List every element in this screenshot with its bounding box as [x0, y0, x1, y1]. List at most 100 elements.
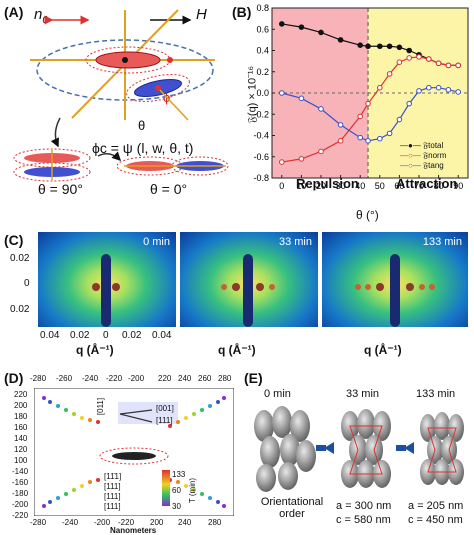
d-ytick-1: 200: [14, 401, 28, 410]
series-1-point-10: [416, 54, 422, 60]
c-xlabel-1: q (Å⁻¹): [218, 343, 256, 357]
d-top-tick-4: -200: [128, 374, 145, 383]
d-bottom-tick-2: -200: [94, 518, 111, 527]
series-2-point-1: [298, 95, 305, 102]
d-bottom-tick-1: -240: [62, 518, 79, 527]
ytick-label-4: 0.0: [256, 88, 269, 98]
ytick-label-0: 0.8: [256, 3, 269, 13]
d-bottom-tick-6: 240: [178, 518, 192, 527]
series-1-point-7: [386, 71, 393, 77]
c-ytick-2: 0.02: [10, 304, 30, 315]
saxs-pattern-133min: 133 min: [322, 232, 468, 327]
c-ytick-1: 0: [24, 278, 30, 289]
panel-b-label: (B): [232, 4, 252, 20]
angle-force-chart: 0.8 0.6 0.4 0.2 0.0 -0.2 -0.4 -0.6 -0.8 0 10 20 30 40…: [253, 3, 469, 191]
ytick-label-6: -0.4: [253, 131, 269, 141]
c-xtick-a2: 0: [103, 330, 109, 341]
c-xlabel-0: q (Å⁻¹): [76, 343, 114, 357]
series-0-point-4: [357, 42, 363, 48]
b-ylabel: 𝔉(q) × 10⁻¹⁶: [246, 65, 259, 124]
e-caption-1a: a = 300 nm: [336, 500, 392, 512]
series-1-point-1: [298, 156, 305, 162]
stack-133min: [420, 412, 464, 485]
d-top-tick-6: 220: [158, 374, 172, 383]
d-bottom-tick-0: -280: [30, 518, 47, 527]
panel-e-label: (E): [244, 370, 263, 386]
e-caption-0: Orientational order: [260, 496, 324, 520]
series-0-point-6: [377, 43, 383, 50]
d-ytick-6: 100: [14, 456, 28, 465]
e-caption-2a: a = 205 nm: [408, 500, 464, 512]
series-1-point-9: [406, 55, 412, 61]
d-top-tick-3: -220: [106, 374, 123, 383]
ytick-label-1: 0.6: [256, 24, 269, 34]
attraction-label: Attraction: [396, 176, 458, 191]
stack-0min: [254, 406, 316, 492]
series-1-point-3: [337, 138, 344, 144]
e-caption-1c: c = 580 nm: [336, 514, 391, 526]
series-2-point-10: [416, 88, 422, 94]
d-ytick-11: -220: [12, 511, 29, 520]
panel-a-label: (A): [4, 4, 24, 20]
xtick-label-1: 10: [296, 181, 306, 191]
d-ytick-0: 220: [14, 390, 28, 399]
panel-d-label: (D): [4, 370, 24, 386]
legend-tang: —○— 𝔉tang: [400, 161, 444, 170]
series-1-point-2: [318, 148, 324, 155]
lattice-plot: [34, 388, 234, 516]
panel-d: (D) -280 -260 -240 -220 -200 220 240 260…: [0, 366, 238, 535]
c-xlabel-2: q (Å⁻¹): [364, 343, 402, 357]
series-2-point-4: [357, 134, 363, 141]
d-legend-3: [111]: [104, 502, 121, 511]
series-2-point-2: [318, 106, 324, 112]
stack-33min: [341, 409, 391, 488]
d-ytick-2: 180: [14, 412, 28, 421]
theta0-label: θ = 0°: [150, 181, 188, 197]
cbar-60: 60: [172, 486, 181, 495]
panel-c-label: (C): [4, 232, 24, 248]
series-2-point-11: [426, 84, 432, 91]
legend-total: —●— 𝔉total: [400, 141, 444, 150]
panel-a: (A) n0 H ϕ θ ϕc = ψ (l, w, θ, t) θ = 90°…: [0, 0, 230, 205]
c-xtick-a1: 0.02: [70, 330, 90, 341]
d-ytick-3: 160: [14, 423, 28, 432]
e-time-2: 133 min: [416, 388, 456, 400]
c-ytick-0: 0.02: [10, 253, 30, 264]
c-xtick-a0: 0.04: [40, 330, 60, 341]
series-0-point-5: [365, 43, 371, 50]
d-ytick-7: -140: [12, 467, 29, 476]
series-0-point-9: [406, 47, 412, 54]
ytick-label-2: 0.4: [256, 46, 269, 56]
series-2-point-0: [279, 90, 285, 96]
series-1-point-12: [435, 60, 442, 67]
e-time-1: 33 min: [346, 388, 380, 400]
d-xlabel: Nanometers: [110, 526, 157, 535]
c-xtick-a4: 0.04: [152, 330, 172, 341]
saxs-pattern-33min: 33 min: [180, 232, 318, 327]
series-2-point-6: [377, 135, 383, 142]
panel-b: (B) 0.8 0.6 0.4 0.2 0.0 -0.2 -0.4 -0.6 -0.8 0 10 20…: [230, 0, 474, 228]
d-legend-1: [111]: [104, 482, 121, 491]
series-0-point-8: [396, 44, 403, 51]
xtick-label-8: 80: [434, 181, 444, 191]
d-top-tick-9: 280: [218, 374, 232, 383]
e-caption-2c: c = 450 nm: [408, 514, 463, 526]
series-1-point-8: [396, 59, 403, 65]
series-2-point-3: [337, 122, 344, 128]
xtick-label-2: 20: [316, 181, 326, 191]
legend-norm: —○— 𝔉norm: [400, 151, 447, 160]
ytick-label-7: -0.6: [253, 152, 269, 162]
xtick-label-9: 90: [453, 181, 463, 191]
series-1-point-4: [357, 113, 363, 120]
ytick-label-8: -0.8: [253, 173, 269, 183]
panel-e: (E) 0 min 33 min 133 min: [240, 366, 474, 535]
d-ytick-5: 120: [14, 445, 28, 454]
panel-c: (C): [0, 228, 474, 363]
ytick-label-5: -0.2: [253, 109, 269, 119]
d-ytick-9: -180: [12, 489, 29, 498]
xtick-label-7: 70: [414, 181, 424, 191]
series-2-point-8: [396, 116, 403, 123]
d-bottom-tick-5: 200: [150, 518, 164, 527]
series-1-point-14: [455, 62, 461, 69]
repulsion-label: Repulsion: [296, 176, 359, 191]
